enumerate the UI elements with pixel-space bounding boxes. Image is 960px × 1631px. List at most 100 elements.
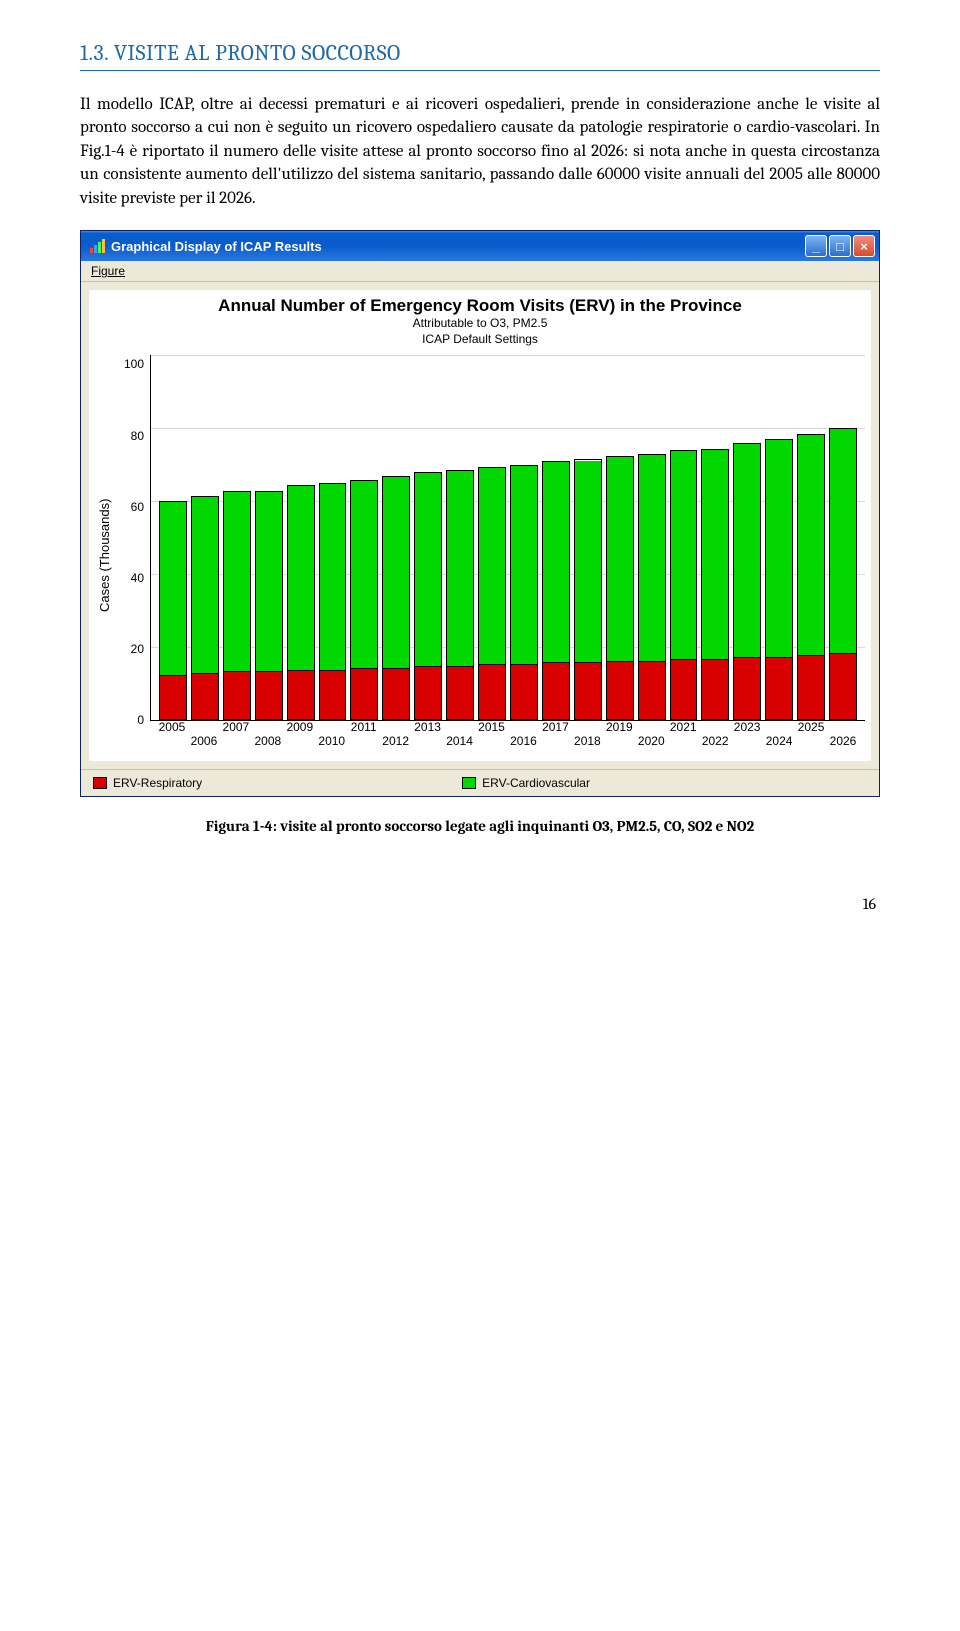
bar-2020 <box>638 454 666 720</box>
x-tick-2016: 2016 <box>509 721 537 734</box>
menu-figure[interactable]: Figure <box>91 264 125 278</box>
maximize-button[interactable]: □ <box>829 235 851 257</box>
bar-2022 <box>701 449 729 721</box>
bar-segment-respiratory <box>256 672 282 719</box>
x-tick-2005: 2005 <box>158 721 186 734</box>
legend-label: ERV-Respiratory <box>113 776 202 790</box>
bar-segment-respiratory <box>575 663 601 719</box>
x-tick-2020: 2020 <box>637 721 665 734</box>
gridline <box>151 428 865 429</box>
legend-label: ERV-Cardiovascular <box>482 776 590 790</box>
x-tick-2018: 2018 <box>573 721 601 734</box>
bar-segment-respiratory <box>543 663 569 719</box>
chart-plot-area <box>150 355 865 721</box>
x-tick-2006: 2006 <box>190 721 218 734</box>
bar-segment-cardiovascular <box>734 444 760 658</box>
x-tick-2008: 2008 <box>254 721 282 734</box>
bar-segment-cardiovascular <box>320 484 346 670</box>
bar-segment-respiratory <box>320 671 346 720</box>
section-paragraph: Il modello ICAP, oltre ai decessi premat… <box>80 93 880 210</box>
figure-caption: Figura 1-4: visite al pronto soccorso le… <box>80 817 880 835</box>
bar-2016 <box>510 465 538 721</box>
x-tick-2010: 2010 <box>318 721 346 734</box>
bar-segment-cardiovascular <box>351 481 377 669</box>
bar-segment-respiratory <box>415 667 441 719</box>
window-title: Graphical Display of ICAP Results <box>111 239 805 254</box>
close-button[interactable]: × <box>853 235 875 257</box>
y-tick: 80 <box>116 429 144 443</box>
x-tick-2019: 2019 <box>605 721 633 734</box>
bar-2023 <box>733 443 761 720</box>
bar-segment-cardiovascular <box>415 473 441 667</box>
app-icon <box>89 238 105 254</box>
bar-2011 <box>350 480 378 721</box>
bar-segment-respiratory <box>447 667 473 719</box>
page-number: 16 <box>80 895 880 913</box>
x-tick-2011: 2011 <box>350 721 378 734</box>
y-tick: 40 <box>116 571 144 585</box>
bar-segment-respiratory <box>830 654 856 719</box>
legend-swatch-green <box>462 777 476 789</box>
bar-segment-cardiovascular <box>383 477 409 669</box>
bar-2008 <box>255 491 283 721</box>
chart-legend: ERV-Respiratory ERV-Cardiovascular <box>81 769 879 796</box>
bar-2024 <box>765 439 793 720</box>
window-titlebar: Graphical Display of ICAP Results _ □ × <box>81 231 879 261</box>
bar-segment-respiratory <box>351 669 377 720</box>
bar-2012 <box>382 476 410 721</box>
bar-2010 <box>319 483 347 720</box>
bar-segment-respiratory <box>224 672 250 719</box>
bar-segment-respiratory <box>383 669 409 720</box>
x-tick-2014: 2014 <box>446 721 474 734</box>
bar-segment-respiratory <box>798 656 824 719</box>
menu-bar: Figure <box>81 261 879 282</box>
x-tick-2007: 2007 <box>222 721 250 734</box>
y-tick: 60 <box>116 500 144 514</box>
y-tick: 100 <box>116 357 144 371</box>
bar-2021 <box>670 450 698 720</box>
bar-2018 <box>574 459 602 720</box>
x-tick-2024: 2024 <box>765 721 793 734</box>
bar-2014 <box>446 470 474 720</box>
bar-segment-cardiovascular <box>607 457 633 662</box>
legend-item-cardiovascular: ERV-Cardiovascular <box>462 776 590 790</box>
bar-segment-cardiovascular <box>702 450 728 660</box>
bar-segment-respiratory <box>288 671 314 720</box>
bar-2007 <box>223 491 251 721</box>
bar-segment-respiratory <box>734 658 760 720</box>
x-tick-2022: 2022 <box>701 721 729 734</box>
bar-segment-cardiovascular <box>639 455 665 661</box>
chart-canvas: Annual Number of Emergency Room Visits (… <box>89 290 871 761</box>
x-tick-2017: 2017 <box>541 721 569 734</box>
bar-2017 <box>542 461 570 720</box>
minimize-button[interactable]: _ <box>805 235 827 257</box>
bar-segment-cardiovascular <box>224 492 250 673</box>
bar-segment-respiratory <box>607 662 633 720</box>
legend-item-respiratory: ERV-Respiratory <box>93 776 202 790</box>
x-tick-2009: 2009 <box>286 721 314 734</box>
x-tick-2021: 2021 <box>669 721 697 734</box>
y-tick: 20 <box>116 642 144 656</box>
bar-segment-cardiovascular <box>256 492 282 673</box>
bar-segment-cardiovascular <box>192 497 218 674</box>
bar-segment-respiratory <box>766 658 792 720</box>
bar-segment-cardiovascular <box>798 435 824 656</box>
gridline <box>151 355 865 356</box>
bar-segment-respiratory <box>479 665 505 719</box>
bar-segment-cardiovascular <box>543 462 569 663</box>
bar-segment-cardiovascular <box>575 461 601 664</box>
bar-segment-respiratory <box>702 660 728 720</box>
bar-2019 <box>606 456 634 721</box>
chart-window: Graphical Display of ICAP Results _ □ × … <box>80 230 880 797</box>
bar-2009 <box>287 485 315 720</box>
x-tick-2013: 2013 <box>414 721 442 734</box>
x-tick-2023: 2023 <box>733 721 761 734</box>
y-axis-label: Cases (Thousands) <box>95 355 114 755</box>
x-tick-2015: 2015 <box>478 721 506 734</box>
bar-segment-respiratory <box>192 674 218 719</box>
bar-segment-respiratory <box>671 660 697 720</box>
bar-segment-respiratory <box>511 665 537 719</box>
y-tick: 0 <box>116 713 144 727</box>
chart-subtitle-2: ICAP Default Settings <box>95 332 865 348</box>
bar-2006 <box>191 496 219 720</box>
